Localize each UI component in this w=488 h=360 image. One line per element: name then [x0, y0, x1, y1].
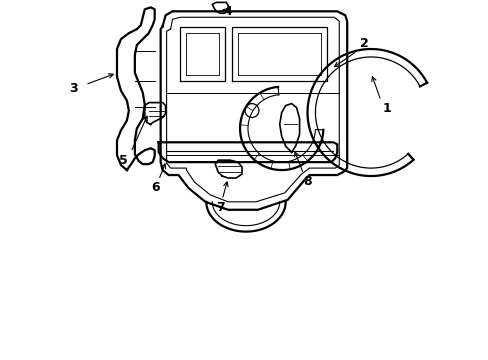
Text: 5: 5: [118, 154, 127, 167]
Text: 3: 3: [69, 82, 78, 95]
Text: 4: 4: [224, 5, 232, 18]
Text: 1: 1: [382, 102, 390, 115]
Text: 7: 7: [215, 201, 224, 214]
Text: 6: 6: [151, 181, 160, 194]
Text: 2: 2: [359, 37, 367, 50]
Text: 8: 8: [303, 175, 311, 189]
